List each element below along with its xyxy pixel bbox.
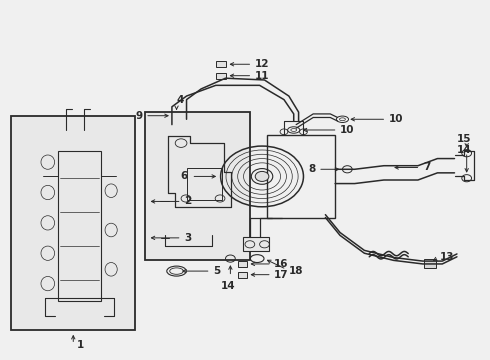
Text: 3: 3	[184, 233, 192, 243]
Bar	[267, 135, 335, 217]
Text: 10: 10	[389, 114, 403, 124]
Text: 14: 14	[457, 145, 471, 155]
Text: 1: 1	[77, 340, 84, 350]
Text: 13: 13	[440, 252, 454, 262]
Text: 11: 11	[255, 71, 269, 81]
Text: 15: 15	[457, 134, 471, 144]
Bar	[57, 152, 101, 301]
Bar	[238, 261, 247, 267]
Bar	[11, 116, 135, 330]
Text: 2: 2	[184, 197, 192, 206]
Text: 6: 6	[180, 171, 188, 181]
Bar	[187, 168, 221, 200]
Circle shape	[255, 171, 269, 181]
Text: 16: 16	[274, 259, 289, 269]
Text: 9: 9	[136, 111, 143, 121]
Text: 7: 7	[423, 162, 430, 172]
Text: 14: 14	[220, 281, 235, 291]
Text: 5: 5	[213, 266, 220, 276]
Text: 12: 12	[255, 59, 269, 69]
Text: 10: 10	[340, 125, 354, 135]
Bar	[216, 73, 226, 78]
Bar	[216, 62, 226, 67]
Bar	[424, 258, 437, 267]
Text: 17: 17	[274, 270, 289, 280]
Text: 8: 8	[308, 164, 316, 174]
Bar	[238, 272, 247, 278]
Bar	[145, 112, 250, 260]
Bar	[243, 237, 270, 251]
Text: 4: 4	[176, 95, 184, 105]
Text: 18: 18	[289, 266, 303, 276]
